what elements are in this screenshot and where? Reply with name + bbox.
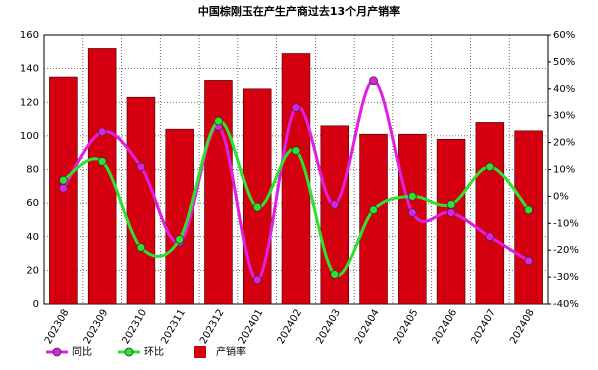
x-tick-label: 202405 (392, 308, 421, 347)
point (58, 183, 68, 193)
x-tick-label: 202407 (469, 308, 498, 347)
y2-tick-label: 50% (553, 57, 575, 68)
bar (436, 138, 466, 305)
legend-label: 环比 (144, 346, 164, 358)
point (407, 191, 417, 201)
point (446, 200, 456, 209)
x-tick-label: 202308 (43, 308, 72, 347)
y-tick-label: 20 (26, 265, 39, 276)
point (524, 256, 534, 266)
y-tick-label: 80 (26, 165, 39, 176)
y2-tick-label: 60% (553, 30, 575, 41)
x-tick-label: 202309 (82, 308, 111, 347)
bar (204, 80, 233, 305)
y2-tick-label: 30% (553, 111, 575, 122)
point (291, 103, 301, 113)
bar (359, 133, 388, 305)
legend-marker (124, 347, 134, 357)
legend-swatch (194, 346, 206, 358)
point (330, 200, 340, 209)
line (62, 79, 530, 282)
point (214, 116, 223, 126)
x-tick-label: 202403 (314, 308, 343, 347)
y-tick-label: 0 (33, 299, 39, 310)
y2-tick-label: 20% (553, 138, 575, 149)
point (136, 162, 146, 172)
point (252, 202, 262, 212)
x-tick-label: 202401 (237, 308, 266, 347)
point (330, 270, 340, 279)
legend-label: 同比 (72, 346, 92, 358)
x-tick-label: 202404 (353, 308, 382, 347)
point (446, 208, 456, 217)
x-tick-label: 202311 (159, 308, 188, 347)
bar (514, 130, 543, 305)
point (97, 157, 107, 166)
x-tick-label: 202406 (431, 308, 460, 347)
point (136, 243, 146, 252)
y-tick-label: 100 (20, 131, 39, 142)
point (485, 232, 495, 242)
y2-tick-label: -30% (553, 272, 579, 283)
bar (126, 96, 156, 305)
x-tick-label: 202312 (198, 308, 227, 347)
y2-tick-label: 10% (553, 165, 575, 176)
y-tick-label: 40 (26, 232, 39, 243)
point (252, 275, 262, 285)
point (175, 235, 185, 244)
y2-tick-label: -40% (553, 299, 579, 310)
chart-title: 中国棕刚玉在产生产商过去13个月产销率 (198, 4, 400, 18)
x-tick-label: 202402 (276, 308, 305, 347)
y2-tick-label: 40% (553, 84, 575, 95)
legend-marker (52, 347, 62, 357)
y2-tick-label: -20% (553, 245, 579, 256)
point (369, 205, 378, 215)
x-tick-label: 202408 (508, 308, 537, 347)
point (485, 162, 495, 172)
y-tick-label: 120 (20, 97, 39, 108)
bar (281, 53, 311, 305)
y-tick-label: 60 (26, 198, 39, 209)
x-tick-label: 202310 (120, 308, 149, 347)
y2-tick-label: -10% (553, 218, 579, 229)
point (58, 175, 68, 185)
y2-tick-label: 0% (553, 191, 569, 202)
point (291, 146, 301, 156)
legend-label: 产销率 (216, 345, 246, 358)
point (407, 208, 417, 217)
bar (475, 122, 505, 305)
bar (398, 133, 427, 305)
point (524, 205, 534, 215)
y-tick-label: 160 (20, 30, 39, 41)
y-tick-label: 140 (20, 64, 39, 75)
point (369, 76, 378, 86)
point (97, 127, 107, 137)
